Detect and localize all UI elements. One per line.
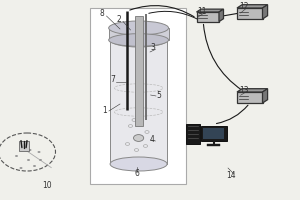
Circle shape [20,167,22,169]
Ellipse shape [110,33,167,47]
Text: 5: 5 [156,92,161,100]
Circle shape [39,159,42,161]
Polygon shape [196,9,224,12]
FancyBboxPatch shape [201,126,226,141]
Text: 4: 4 [150,136,155,144]
Text: 13: 13 [239,86,248,95]
Text: 12: 12 [239,2,248,11]
Text: 2: 2 [116,16,121,24]
Circle shape [38,151,40,153]
Text: 7: 7 [110,75,115,84]
Ellipse shape [109,21,169,35]
Polygon shape [219,9,224,22]
FancyBboxPatch shape [90,8,186,184]
Text: 1: 1 [103,106,107,114]
Polygon shape [110,40,167,164]
Polygon shape [196,12,219,22]
Polygon shape [237,8,262,19]
Text: 3: 3 [150,44,155,52]
Text: 10: 10 [43,180,52,190]
FancyBboxPatch shape [207,144,220,146]
Circle shape [28,149,32,151]
Circle shape [33,165,36,167]
Polygon shape [237,89,268,92]
Text: 14: 14 [226,170,236,180]
Polygon shape [237,92,262,103]
FancyBboxPatch shape [135,16,142,126]
FancyBboxPatch shape [186,124,200,144]
Text: 6: 6 [134,170,139,178]
Ellipse shape [109,34,169,46]
Polygon shape [109,28,169,40]
Ellipse shape [110,157,167,171]
Circle shape [27,159,30,161]
Polygon shape [262,5,268,19]
Polygon shape [237,5,268,8]
FancyBboxPatch shape [203,128,224,139]
Polygon shape [262,89,268,103]
Text: 11: 11 [197,6,206,16]
Circle shape [0,133,56,171]
Text: 8: 8 [100,8,104,18]
Circle shape [15,155,18,157]
Circle shape [134,135,144,141]
FancyBboxPatch shape [19,141,29,151]
